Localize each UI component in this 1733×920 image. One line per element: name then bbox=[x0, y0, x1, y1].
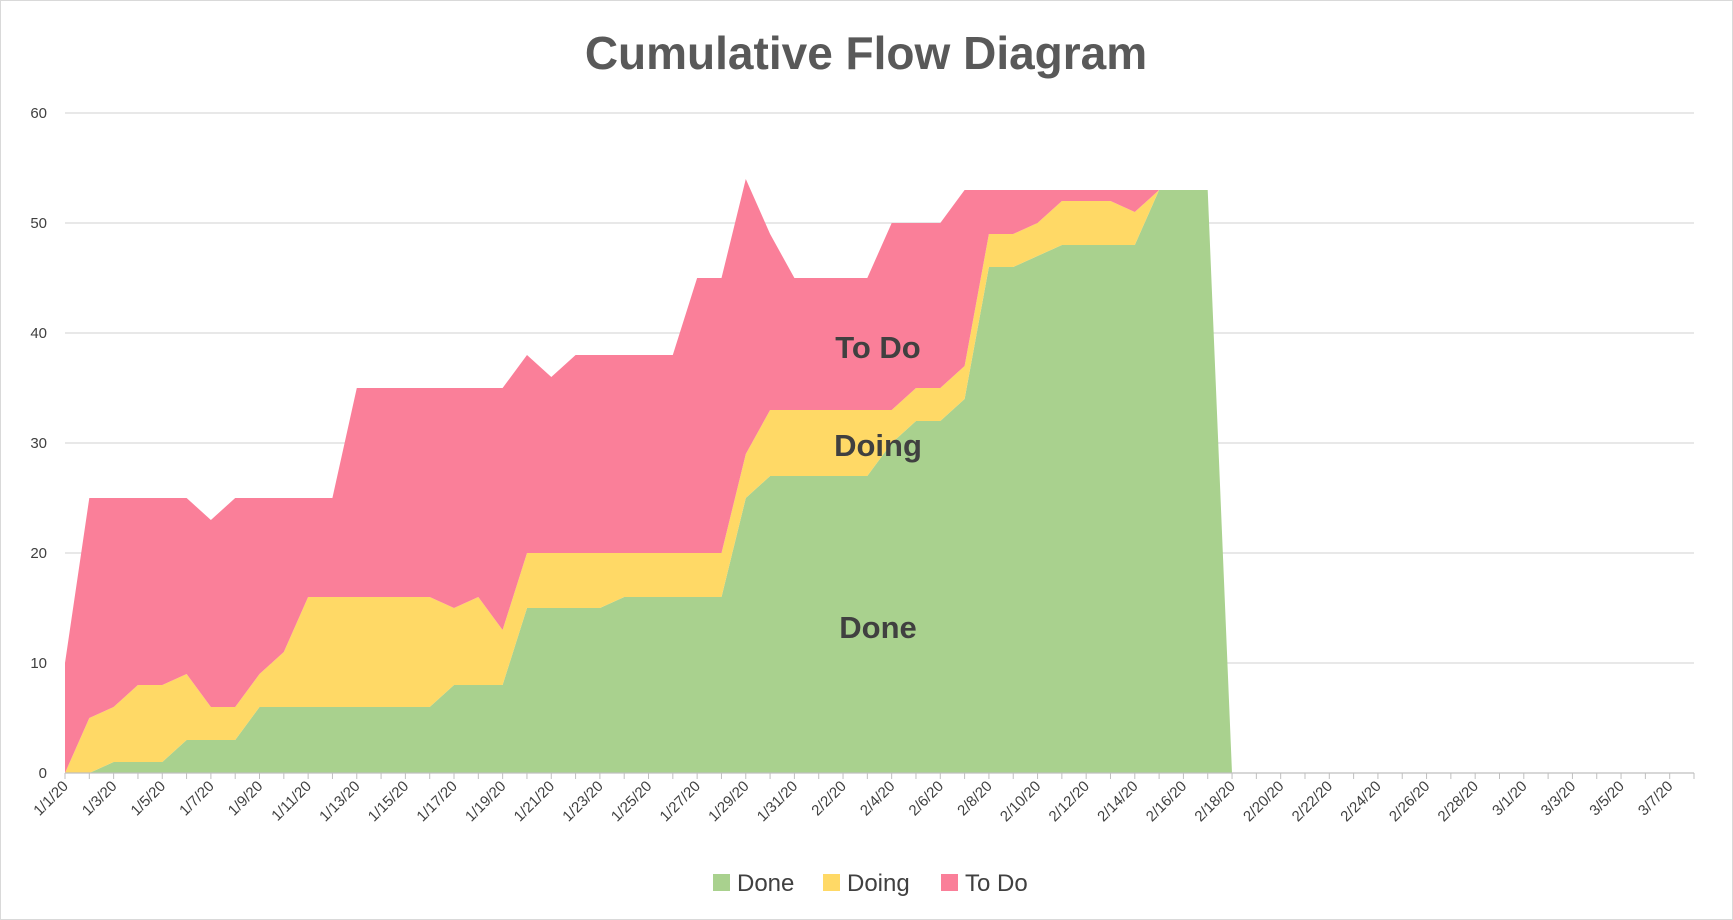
x-tick-label: 2/18/20 bbox=[1191, 778, 1238, 825]
x-tick-label: 2/2/20 bbox=[808, 778, 850, 820]
x-tick-label: 3/1/20 bbox=[1489, 778, 1531, 820]
x-tick-label: 2/4/20 bbox=[857, 778, 899, 820]
area-done bbox=[65, 190, 1232, 773]
x-tick-label: 2/26/20 bbox=[1386, 778, 1433, 825]
region-label-to-do: To Do bbox=[835, 330, 921, 365]
x-tick-label: 2/22/20 bbox=[1289, 778, 1336, 825]
y-tick-label: 20 bbox=[30, 545, 47, 562]
legend-label-doing: Doing bbox=[847, 870, 910, 897]
x-tick-label: 1/3/20 bbox=[79, 778, 121, 820]
x-tick-label: 2/10/20 bbox=[997, 778, 1044, 825]
axes: 1/1/20 1/3/20 1/5/20 1/7/20 1/9/20 1/11/20 1/1… bbox=[30, 772, 1695, 825]
x-tick-label: 2/24/20 bbox=[1337, 778, 1384, 825]
legend-label-done: Done bbox=[737, 870, 794, 897]
y-tick-label: 10 bbox=[30, 655, 47, 672]
y-tick-label: 30 bbox=[30, 435, 47, 452]
y-tick-label: 60 bbox=[30, 105, 47, 122]
x-tick-label: 2/8/20 bbox=[954, 778, 996, 820]
x-tick-label: 2/6/20 bbox=[906, 778, 948, 820]
x-tick-label: 1/21/20 bbox=[511, 778, 558, 825]
y-tick-label: 0 bbox=[39, 765, 47, 782]
legend-swatch-to-do bbox=[941, 874, 958, 891]
x-tick-label: 2/16/20 bbox=[1143, 778, 1190, 825]
x-tick-label: 1/31/20 bbox=[754, 778, 801, 825]
chart-title: Cumulative Flow Diagram bbox=[585, 27, 1147, 79]
x-tick-label: 1/11/20 bbox=[268, 778, 315, 825]
legend-swatch-doing bbox=[823, 874, 840, 891]
area-doing bbox=[65, 190, 1232, 773]
area-to-do bbox=[65, 179, 1232, 773]
x-tick-label: 1/9/20 bbox=[225, 778, 267, 820]
x-tick-label: 1/5/20 bbox=[128, 778, 170, 820]
plot-areas bbox=[65, 179, 1232, 773]
legend-label-to-do: To Do bbox=[965, 870, 1028, 897]
legend: Done Doing To Do bbox=[713, 870, 1028, 897]
x-tick-label: 1/13/20 bbox=[316, 778, 363, 825]
x-tick-label: 3/7/20 bbox=[1635, 778, 1677, 820]
region-label-doing: Doing bbox=[834, 428, 922, 463]
x-tick-label: 2/14/20 bbox=[1094, 778, 1141, 825]
x-tick-label: 2/28/20 bbox=[1435, 778, 1482, 825]
x-tick-label: 3/3/20 bbox=[1538, 778, 1580, 820]
x-tick-label: 2/12/20 bbox=[1046, 778, 1093, 825]
y-tick-label: 40 bbox=[30, 325, 47, 342]
x-tick-label: 1/7/20 bbox=[176, 778, 218, 820]
x-tick-label: 1/29/20 bbox=[705, 778, 752, 825]
region-labels: To Do Doing Done bbox=[834, 330, 922, 645]
y-tick-label: 50 bbox=[30, 215, 47, 232]
region-label-done: Done bbox=[839, 610, 917, 645]
x-tick-label: 1/25/20 bbox=[608, 778, 655, 825]
x-tick-label: 2/20/20 bbox=[1240, 778, 1287, 825]
x-tick-label: 3/5/20 bbox=[1586, 778, 1628, 820]
x-tick-label: 1/19/20 bbox=[462, 778, 509, 825]
x-tick-label: 1/27/20 bbox=[657, 778, 704, 825]
x-tick-label: 1/23/20 bbox=[559, 778, 606, 825]
x-tick-label: 1/17/20 bbox=[413, 778, 460, 825]
x-tick-label: 1/15/20 bbox=[365, 778, 412, 825]
x-tick-label: 1/1/20 bbox=[30, 778, 72, 820]
legend-swatch-done bbox=[713, 874, 730, 891]
